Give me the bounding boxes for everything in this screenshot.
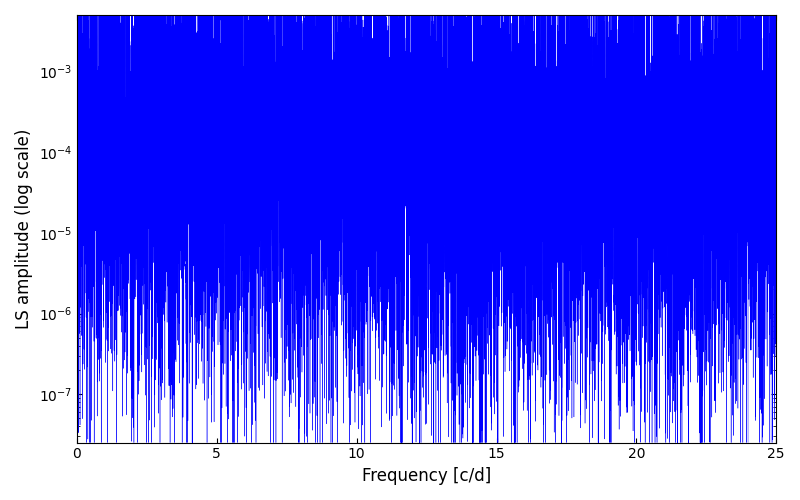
Y-axis label: LS amplitude (log scale): LS amplitude (log scale) [15, 128, 33, 329]
X-axis label: Frequency [c/d]: Frequency [c/d] [362, 467, 491, 485]
